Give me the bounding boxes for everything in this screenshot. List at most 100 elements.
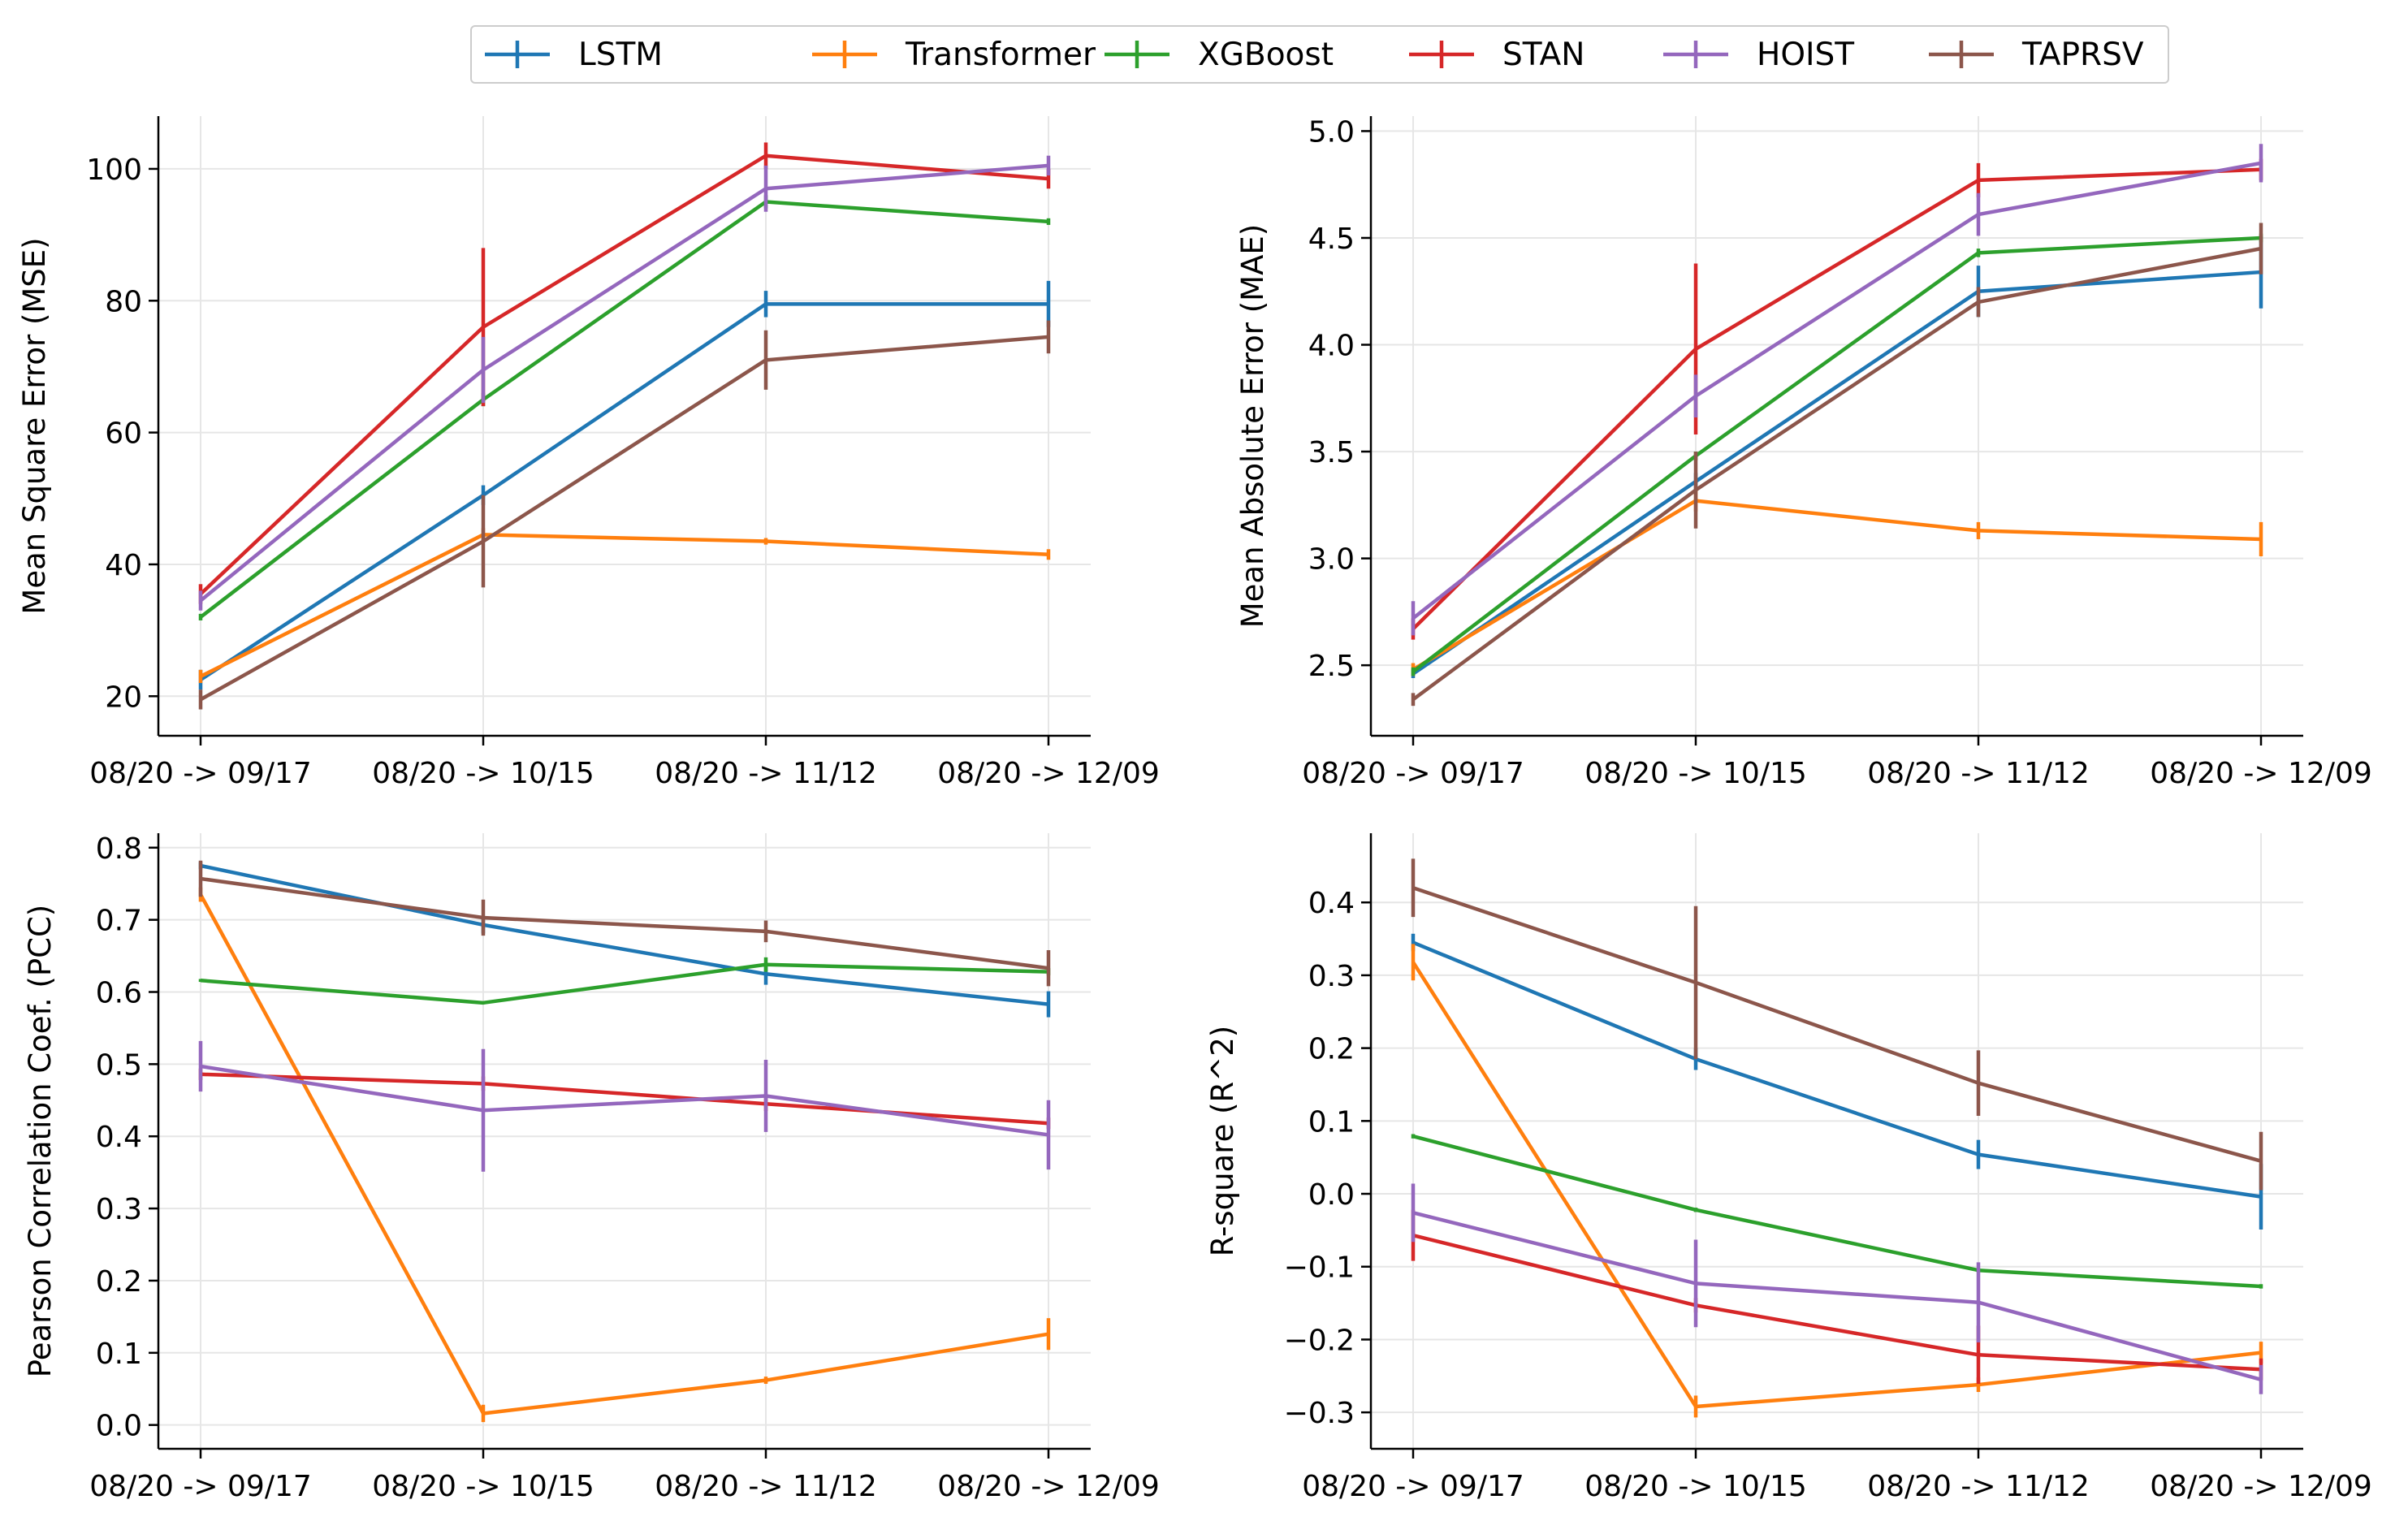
series-xgboost: [198, 957, 1051, 1005]
legend-entry-taprsv: TAPRSV: [1929, 37, 2144, 73]
series-taprsv: [198, 320, 1051, 710]
series-hoist: [1411, 1183, 2263, 1394]
series-line: [199, 302, 1048, 681]
y-tick-label: 0.7: [96, 905, 142, 938]
series-line: [200, 962, 1049, 1005]
legend-entry-hoist: HOIST: [1663, 37, 1854, 73]
legend: LSTM Transformer XGBoost STAN HOIST TAPRSV: [470, 25, 2169, 84]
y-tick-label: 40: [105, 549, 142, 582]
series-lstm: [198, 862, 1051, 1018]
series-line: [199, 335, 1049, 702]
series-line: [1412, 961, 2262, 1409]
y-tick-label: 2.5: [1308, 650, 1355, 683]
x-tick-label: 08/20 -> 11/12: [655, 1470, 877, 1503]
series-line: [1412, 1233, 2262, 1372]
x-tick-label: 08/20 -> 10/15: [372, 757, 594, 790]
series-lstm: [1411, 236, 2263, 678]
legend-entry-stan: STAN: [1409, 37, 1584, 73]
legend-label: TAPRSV: [2021, 37, 2144, 73]
legend-entry-lstm: LSTM: [485, 37, 663, 73]
y-tick-label: 0.0: [96, 1410, 142, 1443]
x-tick-label: 08/20 -> 12/09: [2150, 1470, 2372, 1503]
y-tick-label: 100: [86, 153, 142, 187]
y-axis-title: R-square (R^2): [1205, 1026, 1240, 1257]
series-stan: [198, 1068, 1051, 1130]
legend-entry-transformer: Transformer: [812, 37, 1096, 73]
series-taprsv: [1411, 858, 2263, 1191]
series-line: [199, 893, 1049, 1415]
x-tick-label: 08/20 -> 11/12: [1867, 1470, 2090, 1503]
y-axis-title: Pearson Correlation Coef. (PCC): [23, 905, 58, 1378]
y-tick-label: 5.0: [1308, 115, 1355, 149]
series-line: [1412, 246, 2262, 702]
series-xgboost: [198, 195, 1051, 620]
x-tick-label: 08/20 -> 12/09: [937, 757, 1160, 790]
legend-label: HOIST: [1757, 37, 1854, 73]
x-tick-label: 08/20 -> 11/12: [1867, 757, 2090, 790]
y-tick-label: 0.4: [96, 1121, 142, 1154]
x-tick-label: 08/20 -> 12/09: [2150, 757, 2372, 790]
series-line: [1412, 270, 2262, 676]
y-tick-label: 4.5: [1308, 223, 1355, 256]
series-line: [199, 163, 1049, 603]
series-line: [1412, 940, 2262, 1199]
series-line: [1412, 161, 2262, 620]
series-line: [199, 533, 1049, 678]
series-transformer: [198, 887, 1051, 1423]
series-line: [199, 200, 1049, 619]
y-tick-label: 60: [105, 417, 142, 451]
y-tick-label: 0.4: [1308, 887, 1355, 920]
y-tick-label: 0.3: [96, 1193, 142, 1226]
legend-label: Transformer: [905, 37, 1096, 73]
series-line: [200, 1064, 1049, 1137]
y-axis-title: Mean Square Error (MSE): [17, 237, 52, 614]
series-line: [1412, 886, 2262, 1163]
y-tick-label: 0.2: [96, 1265, 142, 1299]
y-tick-label: 4.0: [1308, 330, 1355, 363]
y-axis-title: Mean Absolute Error (MAE): [1235, 224, 1270, 628]
series-taprsv: [198, 860, 1051, 987]
subplot-2: 2.5 3.0 3.5 4.0 4.5 5.0 08/20 -> 09/17 08/20 ->…: [1235, 115, 2372, 790]
series-transformer: [198, 528, 1051, 684]
series-stan: [1411, 1209, 2263, 1385]
series-line: [1412, 167, 2262, 631]
y-tick-label: 0.1: [1308, 1105, 1355, 1139]
series-line: [199, 153, 1049, 596]
subplot-3: 0.0 0.1 0.2 0.3 0.4 0.5 0.6 0.7 0.8 08/20 -> 09/1…: [23, 832, 1160, 1503]
x-tick-label: 08/20 -> 09/17: [1302, 1470, 1524, 1503]
y-tick-label: −0.3: [1284, 1397, 1355, 1430]
series-line: [200, 863, 1049, 1006]
series-taprsv: [1411, 223, 2263, 707]
x-tick-label: 08/20 -> 10/15: [372, 1470, 594, 1503]
y-tick-label: −0.2: [1284, 1324, 1355, 1357]
legend-label: XGBoost: [1198, 37, 1334, 73]
x-tick-label: 08/20 -> 10/15: [1584, 757, 1807, 790]
series-line: [1412, 236, 2262, 673]
y-tick-label: 3.5: [1308, 436, 1355, 469]
y-tick-label: 0.3: [1308, 960, 1355, 993]
series-line: [1412, 499, 2262, 672]
series-xgboost: [1411, 233, 2263, 676]
x-tick-label: 08/20 -> 09/17: [89, 1470, 312, 1503]
series-hoist: [198, 1040, 1051, 1172]
series-stan: [1411, 158, 2263, 640]
y-tick-label: 0.0: [1308, 1178, 1355, 1212]
series-line: [200, 876, 1049, 970]
y-tick-label: 0.8: [96, 832, 142, 866]
series-transformer: [1411, 944, 2263, 1418]
subplot-1: 20 40 60 80 100 08/20 -> 09/17 08/20 -> 10/15 0…: [17, 116, 1160, 790]
series-line: [1412, 1211, 2262, 1381]
legend-label: STAN: [1502, 37, 1584, 73]
x-tick-label: 08/20 -> 09/17: [89, 757, 312, 790]
x-tick-label: 08/20 -> 12/09: [937, 1470, 1160, 1503]
y-tick-label: 0.6: [96, 976, 142, 1009]
subplot-4: −0.3 −0.2 −0.1 0.0 0.1 0.2 0.3 0.4 08/20 -> 09/1…: [1205, 833, 2372, 1503]
x-tick-label: 08/20 -> 10/15: [1584, 1470, 1807, 1503]
x-tick-label: 08/20 -> 11/12: [655, 757, 877, 790]
y-tick-label: 20: [105, 681, 142, 714]
x-tick-label: 08/20 -> 09/17: [1302, 757, 1524, 790]
legend-label: LSTM: [578, 37, 663, 73]
series-hoist: [1411, 144, 2263, 636]
